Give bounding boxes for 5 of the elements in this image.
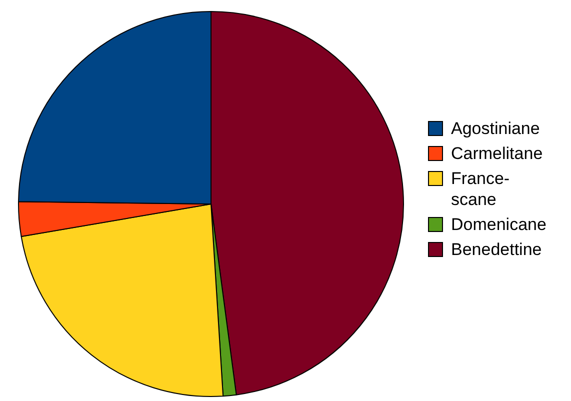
legend-label: France-scane [451,168,511,210]
legend-label: Agostiniane [451,118,541,139]
legend-label: Domenicane [451,214,546,235]
legend-label: Carmelitane [451,143,544,164]
legend-label: Benedettine [451,239,543,260]
